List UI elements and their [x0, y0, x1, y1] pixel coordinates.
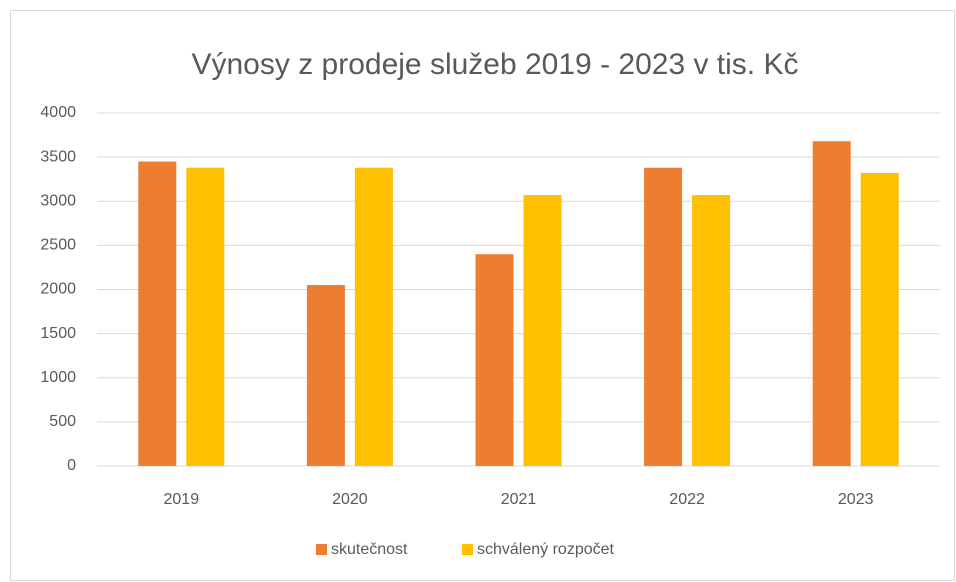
y-tick-label: 4000 [40, 104, 76, 121]
bar [138, 161, 177, 466]
bar [860, 173, 899, 466]
x-tick-label: 2023 [838, 491, 874, 508]
y-tick-label: 1000 [40, 369, 76, 386]
bar [692, 195, 731, 466]
bar [306, 285, 345, 466]
y-tick-label: 0 [67, 457, 76, 474]
y-tick-label: 3000 [40, 192, 76, 209]
y-tick-label: 500 [49, 413, 76, 430]
y-tick-label: 1500 [40, 325, 76, 342]
legend-swatch [462, 544, 473, 555]
bar [354, 167, 393, 466]
y-tick-label: 2500 [40, 237, 76, 254]
legend-label: skutečnost [331, 541, 408, 558]
bar [523, 195, 562, 466]
bar [186, 167, 225, 466]
x-tick-label: 2020 [332, 491, 368, 508]
chart-title: Výnosy z prodeje služeb 2019 - 2023 v ti… [191, 48, 798, 81]
legend-label: schválený rozpočet [477, 541, 615, 558]
x-tick-label: 2019 [164, 491, 200, 508]
legend-swatch [316, 544, 327, 555]
bar [475, 254, 514, 466]
bar [812, 141, 851, 467]
bar [644, 167, 683, 466]
x-tick-label: 2021 [501, 491, 537, 508]
y-tick-label: 3500 [40, 148, 76, 165]
y-tick-label: 2000 [40, 281, 76, 298]
x-tick-label: 2022 [669, 491, 705, 508]
